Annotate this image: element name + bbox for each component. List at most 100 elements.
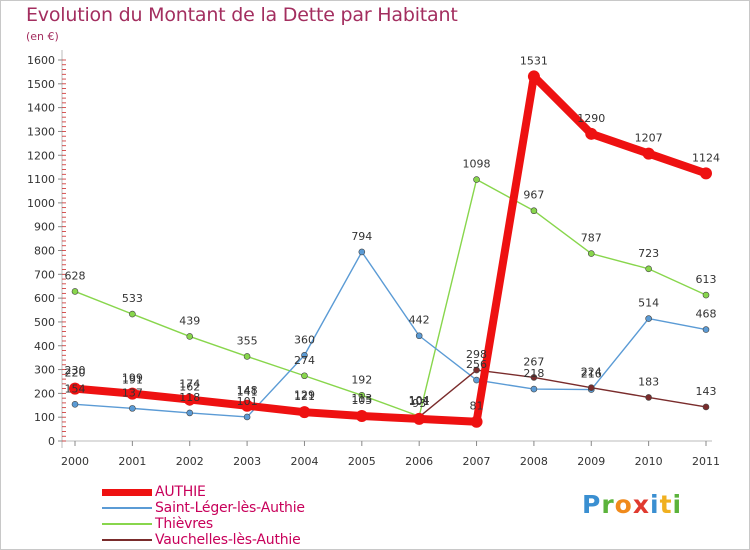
data-label-thievres: 613 <box>696 273 717 286</box>
data-label-vauchelles: 191 <box>122 374 143 387</box>
y-tick-label: 500 <box>34 316 55 329</box>
data-label-vauchelles: 162 <box>179 380 200 393</box>
data-label-thievres: 274 <box>294 354 315 367</box>
x-tick-label: 2003 <box>233 455 261 468</box>
y-tick-label: 900 <box>34 221 55 234</box>
data-point-authie <box>585 127 598 140</box>
legend-swatch-authie <box>102 489 152 496</box>
data-label-authie: 220 <box>65 367 86 380</box>
y-tick-label: 300 <box>34 364 55 377</box>
data-label-saint-leger: 468 <box>696 308 717 321</box>
data-point-authie <box>241 399 254 412</box>
x-tick-label: 2004 <box>290 455 318 468</box>
data-label-saint-leger: 137 <box>122 386 143 399</box>
data-label-thievres: 192 <box>351 373 372 386</box>
x-tick-label: 2010 <box>635 455 663 468</box>
data-label-vauchelles: 183 <box>638 375 659 388</box>
legend-label-saint-leger: Saint-Léger-lès-Authie <box>155 500 305 516</box>
data-point-thievres <box>186 333 194 340</box>
data-label-authie: 148 <box>237 384 258 397</box>
data-point-saint-leger <box>71 401 79 408</box>
data-point-thievres <box>587 250 595 257</box>
data-label-vauchelles: 224 <box>581 366 602 379</box>
x-tick-label: 2007 <box>463 455 491 468</box>
data-point-saint-leger <box>301 351 308 359</box>
data-label-thievres: 723 <box>638 247 659 260</box>
data-point-authie <box>298 406 311 419</box>
data-point-saint-leger <box>415 332 423 340</box>
legend-item-authie: AUTHIE <box>102 484 362 500</box>
series-line-thievres <box>74 178 707 417</box>
logo-letter: i <box>672 490 683 519</box>
logo-letter: i <box>650 490 660 519</box>
logo-letter: P <box>582 490 602 519</box>
data-label-thievres: 967 <box>523 189 544 202</box>
data-point-saint-leger <box>129 405 136 412</box>
data-point-authie <box>183 393 196 406</box>
y-tick-label: 1300 <box>27 125 55 138</box>
data-point-authie <box>470 415 483 428</box>
data-point-saint-leger <box>358 248 366 256</box>
data-point-saint-leger <box>702 326 710 333</box>
y-tick-label: 1600 <box>27 54 55 67</box>
legend-label-vauchelles: Vauchelles-lès-Authie <box>155 532 301 548</box>
data-label-authie: 81 <box>470 400 484 413</box>
data-point-authie <box>413 412 426 425</box>
data-label-vauchelles: 143 <box>696 385 717 398</box>
data-point-saint-leger <box>243 413 251 421</box>
data-point-authie <box>642 147 655 160</box>
x-tick-label: 2011 <box>692 455 720 468</box>
logo-letter: o <box>614 490 633 519</box>
proxiti-logo: Proxiti <box>582 490 682 519</box>
y-tick-label: 200 <box>34 387 55 400</box>
logo-letter: x <box>632 490 650 519</box>
data-label-authie: 105 <box>351 394 372 407</box>
data-point-thievres <box>645 265 652 273</box>
data-label-saint-leger: 360 <box>294 333 315 346</box>
series-line-authie <box>74 72 708 426</box>
legend-swatch-vauchelles <box>102 539 152 541</box>
data-label-authie: 1124 <box>692 151 720 164</box>
y-tick-label: 1000 <box>27 197 55 210</box>
x-tick-label: 2009 <box>577 455 605 468</box>
x-tick-label: 2000 <box>61 455 89 468</box>
data-label-vauchelles: 113 <box>351 392 372 405</box>
y-unit-label: (en €) <box>26 30 59 43</box>
x-tick-label: 2002 <box>176 455 204 468</box>
data-label-thievres: 104 <box>409 394 430 407</box>
data-point-thievres <box>473 176 480 183</box>
data-label-saint-leger: 794 <box>351 230 372 243</box>
data-label-authie: 174 <box>179 378 200 391</box>
data-label-saint-leger: 514 <box>638 297 659 310</box>
y-tick-label: 600 <box>34 292 55 305</box>
x-tick-label: 2001 <box>118 455 146 468</box>
legend-swatch-thievres <box>102 523 152 525</box>
data-label-vauchelles: 101 <box>409 395 430 408</box>
data-label-thievres: 787 <box>581 232 602 245</box>
data-label-saint-leger: 118 <box>179 391 200 404</box>
data-label-thievres: 439 <box>179 314 200 327</box>
data-label-thievres: 533 <box>122 292 143 305</box>
y-tick-label: 400 <box>34 340 55 353</box>
legend-label-authie: AUTHIE <box>155 484 206 500</box>
data-point-saint-leger <box>645 315 652 322</box>
data-label-authie: 1531 <box>520 54 548 67</box>
data-point-authie <box>126 387 139 400</box>
data-label-vauchelles: 267 <box>523 355 544 368</box>
data-point-thievres <box>243 353 251 360</box>
data-point-vauchelles <box>530 374 538 381</box>
series-layer <box>69 70 712 428</box>
data-label-authie: 199 <box>122 372 143 385</box>
logo-letter: t <box>659 490 673 519</box>
data-label-saint-leger: 216 <box>581 368 602 381</box>
data-point-vauchelles <box>645 394 652 401</box>
data-label-saint-leger: 442 <box>409 314 430 327</box>
data-point-vauchelles <box>473 366 480 374</box>
data-label-authie: 121 <box>294 390 315 403</box>
y-tick-label: 800 <box>34 245 55 258</box>
data-point-saint-leger <box>186 409 194 417</box>
x-tick-label: 2008 <box>520 455 548 468</box>
data-label-saint-leger: 154 <box>65 382 86 395</box>
y-tick-label: 1400 <box>27 102 55 115</box>
